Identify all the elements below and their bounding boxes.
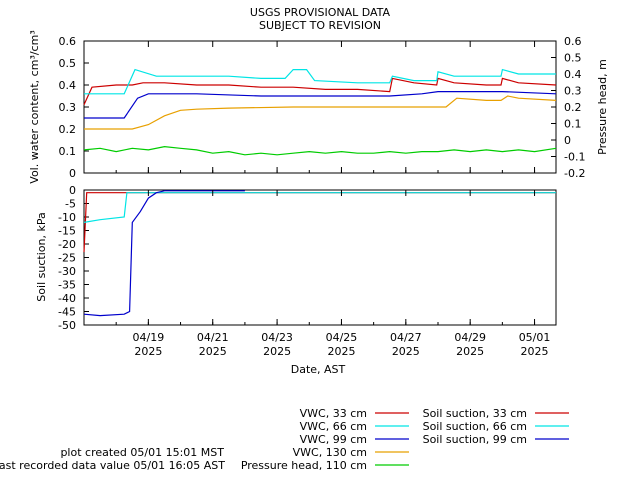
pressure-y-axis-label: Pressure head, m	[596, 59, 609, 155]
x-tick-label-date: 04/23	[261, 331, 293, 344]
series-pressure-head-110-cm-line	[83, 145, 557, 156]
left-y-tick-label: 0.6	[59, 35, 77, 48]
right-y-tick-label: 0.1	[564, 118, 582, 131]
x-tick-label-date: 04/25	[326, 331, 358, 344]
x-tick-label-year: 2025	[392, 345, 420, 358]
suction-y-tick-label: -25	[58, 252, 76, 265]
legend-label: VWC, 99 cm	[300, 433, 367, 446]
x-tick-label-year: 2025	[521, 345, 549, 358]
last-value-note: last recorded data value 05/01 16:05 AST	[0, 459, 225, 472]
suction-y-tick-label: -30	[58, 265, 76, 278]
left-y-tick-label: 0.3	[59, 101, 77, 114]
x-tick-label-date: 05/01	[519, 331, 551, 344]
chart-title-line-2: SUBJECT TO REVISION	[259, 19, 381, 32]
right-y-tick-label: -0.1	[564, 151, 585, 164]
suction-y-tick-label: -35	[58, 279, 76, 292]
suction-y-tick-label: 0	[69, 184, 76, 197]
right-y-tick-label: 0.6	[564, 35, 582, 48]
legend-label: VWC, 33 cm	[300, 407, 367, 420]
series-soil-suction-99-cm-line	[83, 190, 245, 317]
series-vwc-99-cm-line	[84, 90, 557, 119]
right-y-tick-label: 0.3	[564, 85, 582, 98]
suction-y-axis-label: Soil suction, kPa	[35, 212, 48, 301]
left-y-tick-label: 0.1	[59, 145, 77, 158]
legend-label: Soil suction, 99 cm	[423, 433, 527, 446]
legend-label: Soil suction, 66 cm	[423, 420, 527, 433]
right-y-tick-label: 0.4	[564, 68, 582, 81]
plot-created-note: plot created 05/01 15:01 MST	[60, 446, 224, 459]
right-y-tick-label: 0	[564, 134, 571, 147]
x-tick-label-year: 2025	[199, 345, 227, 358]
x-tick-label-year: 2025	[134, 345, 162, 358]
x-tick-label-year: 2025	[327, 345, 355, 358]
legend-label: Soil suction, 33 cm	[423, 407, 527, 420]
suction-y-tick-label: -20	[58, 238, 76, 251]
series-soil-suction-66-cm-line	[83, 192, 556, 223]
x-tick-label-date: 04/29	[454, 331, 486, 344]
left-y-tick-label: 0	[69, 167, 76, 180]
right-y-tick-label: -0.2	[564, 167, 585, 180]
vwc-panel: 0 0.1 0.2 0.3 0.4 0.5 0.6 -0.2 -0.1 0 0.1 0.2 0.3 0.4…	[28, 30, 609, 183]
x-tick-label-year: 2025	[263, 345, 291, 358]
suction-y-tick-label: -15	[58, 225, 76, 238]
suction-panel: 0-5-10-15-20-25-30-35-40-45-50 Soil sucti…	[35, 184, 557, 332]
series-vwc-66-cm-line	[84, 68, 556, 95]
left-y-tick-label: 0.4	[59, 79, 77, 92]
x-tick-label-date: 04/21	[197, 331, 229, 344]
x-tick-label-year: 2025	[456, 345, 484, 358]
suction-plot-frame	[83, 189, 557, 326]
chart-title-line-1: USGS PROVISIONAL DATA	[250, 6, 391, 19]
suction-y-tick-label: -40	[58, 292, 76, 305]
left-y-tick-label: 0.2	[59, 123, 77, 136]
suction-y-tick-label: -10	[58, 211, 76, 224]
series-vwc-33-cm-line	[83, 77, 557, 106]
right-y-tick-label: 0.5	[564, 52, 582, 65]
series-vwc-130-cm-line	[84, 95, 557, 130]
x-tick-label-date: 04/19	[133, 331, 165, 344]
date-axis: 04/19202504/21202504/23202504/25202504/2…	[83, 41, 551, 358]
suction-y-tick-label: -45	[58, 306, 76, 319]
suction-y-tick-label: -5	[65, 198, 76, 211]
vwc-y-axis-label: Vol. water content, cm³/cm³	[28, 30, 41, 183]
x-tick-label-date: 04/27	[390, 331, 422, 344]
left-y-tick-label: 0.5	[59, 57, 77, 70]
series-soil-suction-33-cm-line	[83, 192, 556, 253]
right-y-tick-label: 0.2	[564, 101, 582, 114]
legend-label: VWC, 130 cm	[293, 446, 367, 459]
x-axis-label: Date, AST	[291, 363, 346, 376]
suction-y-tick-label: -50	[58, 319, 76, 332]
legend-label: VWC, 66 cm	[300, 420, 367, 433]
legend-label: Pressure head, 110 cm	[241, 459, 367, 472]
